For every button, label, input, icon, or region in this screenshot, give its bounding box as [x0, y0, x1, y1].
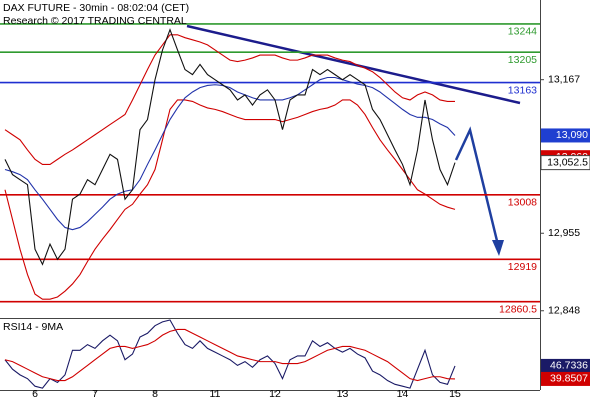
x-tick-label: 7 [92, 388, 98, 400]
x-tick-label: 11 [210, 388, 221, 400]
y-tick-label: 13,167 [548, 73, 580, 85]
x-tick-label: 15 [449, 388, 461, 400]
rsi-title: RSI14 - 9MA [3, 321, 63, 333]
x-tick-label: 14 [397, 388, 409, 400]
level-label: 13163 [508, 84, 537, 96]
price-label: 13,052.5 [547, 156, 588, 168]
price-label: 13,090 [556, 129, 588, 141]
rsi-value-label: 39.8507 [550, 373, 588, 385]
x-tick-label: 13 [337, 388, 349, 400]
series-line [4, 328, 456, 382]
y-tick-label: 12,848 [548, 305, 580, 317]
series-line [4, 34, 455, 165]
x-tick-label: 8 [152, 388, 158, 400]
x-tick-label: 12 [269, 388, 281, 400]
level-label: 12919 [508, 261, 537, 273]
level-label: 13205 [508, 54, 537, 66]
y-tick-label: 12,955 [548, 227, 580, 239]
series-line [4, 319, 456, 389]
forecast-arrow [454, 126, 500, 246]
rsi-value-label: 46.7336 [550, 360, 588, 372]
series-line [4, 28, 456, 266]
level-label: 12860.5 [499, 303, 537, 315]
level-label: 13008 [508, 197, 537, 209]
arrow-head [492, 240, 504, 256]
x-tick-label: 6 [32, 388, 38, 400]
trend-line [186, 24, 521, 105]
rsi-value-box [541, 371, 590, 386]
rsi-value-box [541, 358, 590, 373]
series-line [4, 99, 456, 300]
series-line [4, 76, 456, 231]
price-label-box [540, 155, 590, 171]
price-label-box [541, 128, 590, 143]
chart-subtitle: Research © 2017 TRADING CENTRAL [3, 15, 187, 27]
chart-title: DAX FUTURE - 30min - 08:02:04 (CET) [3, 2, 189, 14]
level-label: 13244 [508, 26, 537, 38]
